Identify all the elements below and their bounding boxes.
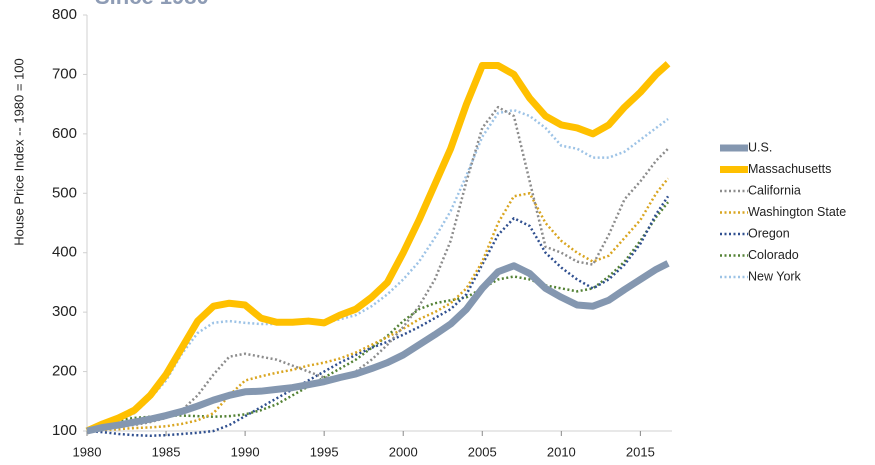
x-tick-label: 2005: [468, 444, 497, 459]
x-tick-label: 1980: [73, 444, 102, 459]
legend-label: Massachusetts: [748, 162, 831, 176]
y-tick-label: 100: [52, 422, 77, 439]
legend-label: U.S.: [748, 140, 772, 154]
x-tick-label: 2000: [389, 444, 418, 459]
x-tick-label: 1985: [152, 444, 181, 459]
series-line: [86, 195, 670, 438]
legend-label: California: [748, 183, 801, 197]
y-tick-label: 400: [52, 244, 77, 261]
series-line: [86, 201, 670, 433]
y-tick-label: 700: [52, 65, 77, 82]
legend-label: New York: [748, 269, 802, 283]
legend-label: Colorado: [748, 248, 799, 262]
y-tick-label: 500: [52, 184, 77, 201]
y-tick-label: 800: [52, 6, 77, 23]
series-line: [86, 260, 670, 435]
series-line: [86, 105, 669, 433]
series-line: [86, 108, 669, 433]
legend-label: Washington State: [748, 205, 846, 219]
y-axis-label: House Price Index -- 1980 = 100: [11, 58, 26, 246]
y-tick-label: 300: [52, 303, 77, 320]
x-tick-label: 2015: [626, 444, 655, 459]
y-tick-label: 200: [52, 363, 77, 380]
legend-label: Oregon: [748, 226, 790, 240]
chart-title: Since 1980: [95, 0, 209, 9]
series-line: [85, 61, 671, 435]
y-tick-label: 600: [52, 125, 77, 142]
x-tick-label: 1995: [310, 444, 339, 459]
x-tick-label: 2010: [547, 444, 576, 459]
x-tick-label: 1990: [231, 444, 260, 459]
